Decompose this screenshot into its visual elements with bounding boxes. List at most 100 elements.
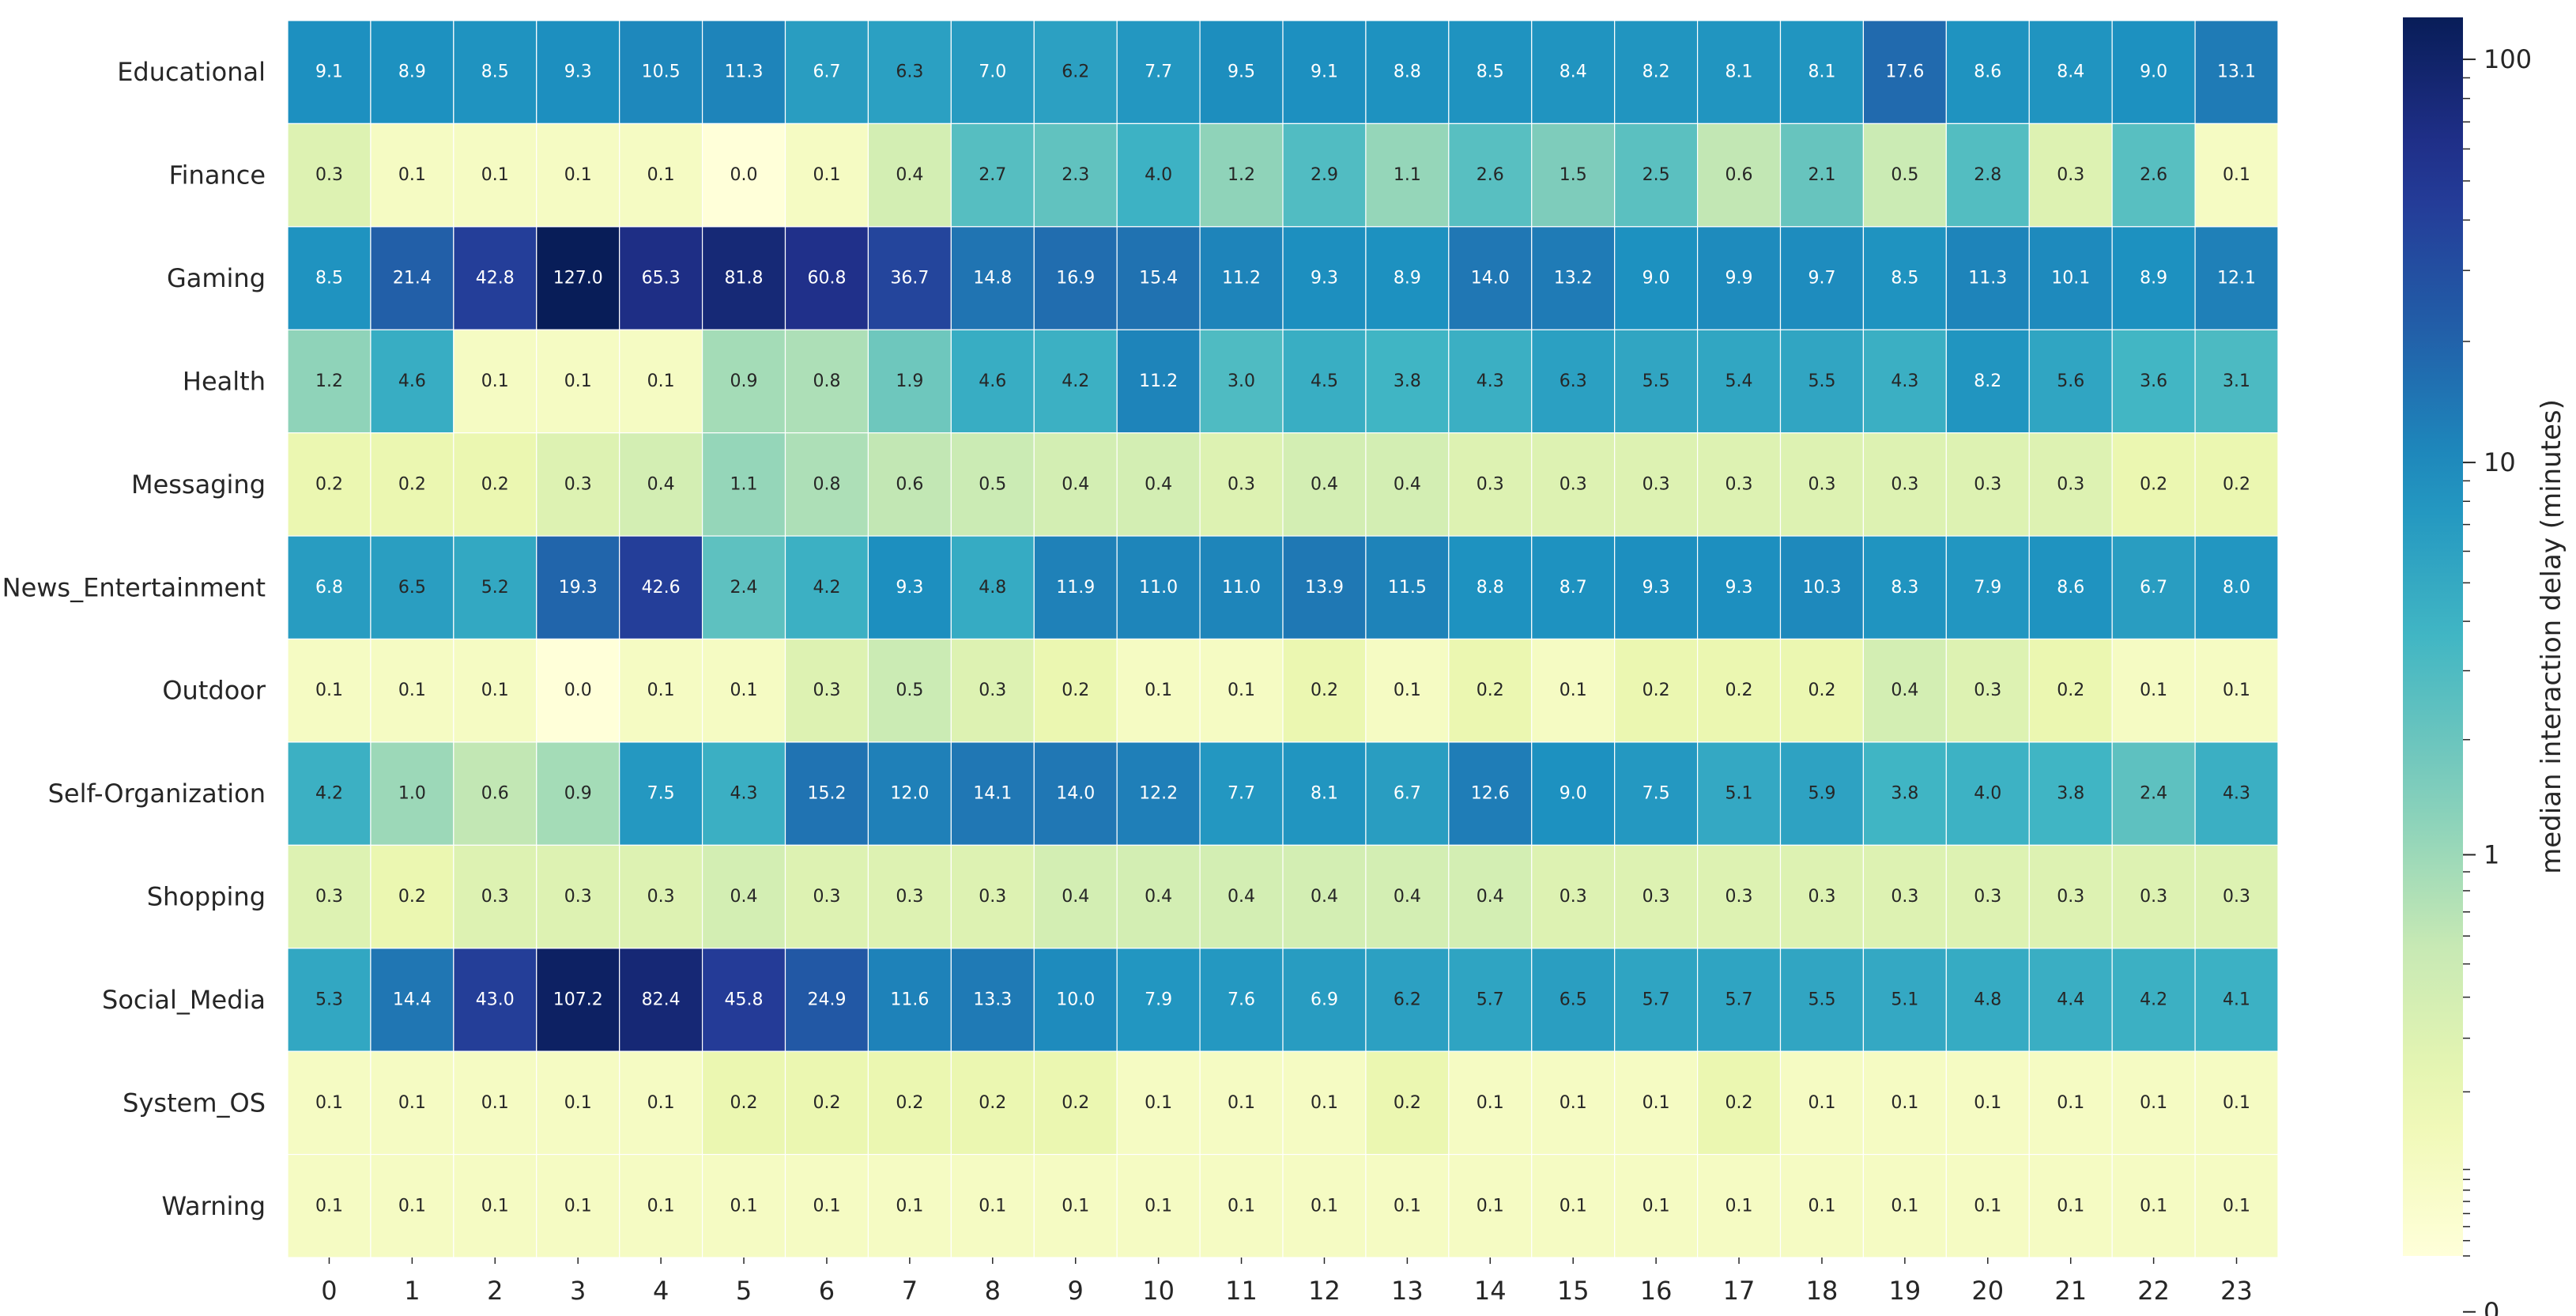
cell-value-label: 5.5 [1808, 371, 1835, 391]
cell-value-label: 8.1 [1726, 62, 1753, 82]
heatmap-cell [1779, 226, 1865, 330]
heatmap-cell [536, 1050, 620, 1156]
heatmap-cell [1199, 948, 1284, 1052]
heatmap-cell [2194, 1050, 2279, 1156]
cell-value-label: 14.8 [973, 269, 1012, 288]
heatmap-cell [1365, 844, 1450, 949]
cell-value-label: 9.9 [1726, 269, 1753, 288]
heatmap-cell [2194, 123, 2279, 228]
heatmap-cell [1862, 226, 1947, 330]
heatmap-cell [370, 329, 454, 434]
heatmap-cell [370, 535, 454, 640]
cell-value-label: 0.1 [1394, 681, 1421, 700]
heatmap-cell [453, 226, 537, 330]
heatmap-cell [287, 948, 372, 1052]
heatmap-cell [1945, 123, 2030, 228]
heatmap-cell [1199, 329, 1284, 434]
heatmap-cell [784, 1050, 869, 1156]
cell-value-label: 0.3 [1726, 887, 1753, 907]
cell-value-label: 0.1 [2057, 1093, 2084, 1113]
cell-value-label: 0.2 [896, 1093, 923, 1113]
column-label: 14 [1474, 1276, 1507, 1306]
cell-value-label: 0.1 [481, 1196, 509, 1216]
heatmap-cell [784, 741, 869, 846]
heatmap-cell [1365, 123, 1450, 228]
cell-value-label: 2.9 [1311, 165, 1338, 185]
heatmap-cell [867, 638, 952, 743]
cell-value-label: 8.3 [1891, 578, 1918, 598]
heatmap-cell [1531, 1153, 1616, 1258]
cell-value-label: 0.1 [1891, 1093, 1918, 1113]
cell-value-label: 0.9 [564, 784, 592, 804]
heatmap-cell [1116, 1050, 1201, 1156]
colorbar-tick-label: 10 [2484, 447, 2516, 477]
cell-value-label: 14.0 [1056, 784, 1095, 804]
heatmap-cell [619, 1050, 703, 1156]
heatmap-cell [1365, 741, 1450, 846]
heatmap-cell [1862, 432, 1947, 537]
heatmap-cell [1531, 226, 1616, 330]
heatmap-cell [1614, 20, 1699, 125]
heatmap-cell [370, 20, 454, 125]
cell-value-label: 4.3 [1891, 371, 1918, 391]
row-label: System_OS [123, 1088, 266, 1118]
heatmap-cell [370, 844, 454, 949]
cell-value-label: 2.4 [730, 578, 758, 598]
cell-value-label: 0.2 [1062, 1093, 1089, 1113]
cell-value-label: 0.6 [1726, 165, 1753, 185]
cell-value-label: 0.4 [647, 474, 675, 494]
cell-value-label: 0.1 [1643, 1196, 1670, 1216]
cell-value-label: 0.3 [2057, 165, 2084, 185]
cell-value-label: 0.3 [1808, 887, 1835, 907]
heatmap-cell [287, 535, 372, 640]
cell-value-label: 0.2 [1311, 681, 1338, 700]
cell-value-label: 0.3 [1974, 474, 2001, 494]
cell-value-label: 6.3 [1560, 371, 1587, 391]
heatmap-cell [1945, 535, 2030, 640]
heatmap-cell [1614, 638, 1699, 743]
cell-value-label: 0.3 [1974, 887, 2001, 907]
cell-value-label: 2.8 [1974, 165, 2001, 185]
cell-value-label: 8.5 [1891, 269, 1918, 288]
cell-value-label: 0.1 [1394, 1196, 1421, 1216]
cell-value-label: 14.0 [1471, 269, 1510, 288]
heatmap-cell [1531, 432, 1616, 537]
heatmap-cell [1696, 1050, 1782, 1156]
heatmap-cell [619, 123, 703, 228]
cell-value-label: 0.3 [896, 887, 923, 907]
cell-value-label: 2.4 [2140, 784, 2167, 804]
heatmap-cell [1365, 432, 1450, 537]
column-label: 21 [2054, 1276, 2087, 1306]
cell-value-label: 4.0 [1145, 165, 1172, 185]
heatmap-cell [1945, 948, 2030, 1052]
cell-value-label: 10.3 [1802, 578, 1841, 598]
cell-value-label: 42.8 [476, 269, 515, 288]
heatmap-cell [1696, 123, 1782, 228]
heatmap-cell [536, 948, 620, 1052]
heatmap-cell [1614, 1050, 1699, 1156]
cell-value-label: 5.2 [481, 578, 509, 598]
cell-value-label: 6.2 [1394, 990, 1421, 1009]
cell-value-label: 0.3 [979, 887, 1006, 907]
cell-value-label: 0.1 [398, 1196, 426, 1216]
heatmap-cell [2111, 329, 2196, 434]
heatmap-cell [1614, 432, 1699, 537]
heatmap-cell [867, 741, 952, 846]
heatmap-cell [1531, 329, 1616, 434]
row-label: Gaming [167, 263, 266, 293]
heatmap-cell [2111, 535, 2196, 640]
cell-value-label: 0.3 [315, 165, 343, 185]
heatmap-cell [619, 741, 703, 846]
cell-value-label: 42.6 [642, 578, 681, 598]
cell-value-label: 4.3 [1477, 371, 1504, 391]
heatmap-cell [287, 638, 372, 743]
cell-value-label: 0.2 [481, 474, 509, 494]
cell-value-label: 0.4 [1311, 887, 1338, 907]
cell-value-label: 0.1 [481, 371, 509, 391]
column-label: 10 [1142, 1276, 1175, 1306]
heatmap-cell [1116, 329, 1201, 434]
cell-value-label: 0.1 [2140, 1196, 2167, 1216]
cell-value-label: 0.1 [647, 681, 675, 700]
cell-value-label: 2.3 [1062, 165, 1089, 185]
cell-value-label: 0.1 [1311, 1093, 1338, 1113]
